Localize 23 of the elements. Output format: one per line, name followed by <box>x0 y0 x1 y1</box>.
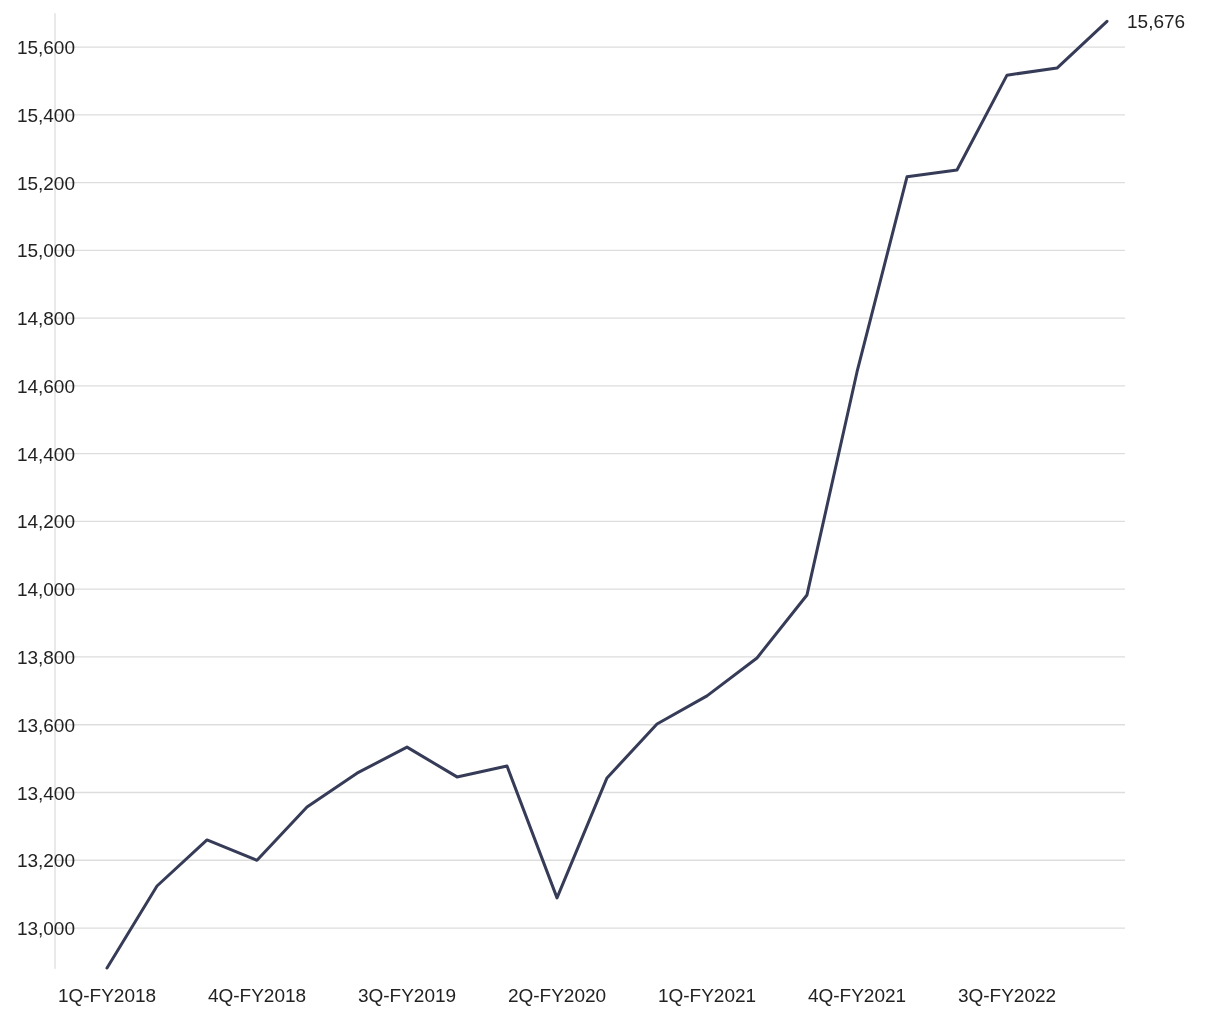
x-tick-label: 3Q-FY2022 <box>957 985 1057 1006</box>
y-tick-label: 14,400 <box>16 443 75 465</box>
y-tick-label: 13,000 <box>16 918 75 940</box>
x-tick-label: 2Q-FY2020 <box>507 985 607 1006</box>
y-tick-label: 14,800 <box>16 308 75 330</box>
y-tick-label: 14,600 <box>16 375 75 397</box>
y-tick-label: 15,600 <box>16 37 75 59</box>
y-tick-label: 13,600 <box>16 714 75 736</box>
y-tick-label: 15,200 <box>16 172 75 194</box>
y-tick-label: 15,000 <box>16 240 75 262</box>
y-tick-label: 14,000 <box>16 579 75 601</box>
x-tick-label: 1Q-FY2021 <box>657 985 757 1006</box>
x-tick-label: 3Q-FY2019 <box>357 985 457 1006</box>
y-tick-label: 14,200 <box>16 511 75 533</box>
x-tick-label: 1Q-FY2018 <box>57 985 157 1006</box>
line-series <box>105 19 1109 970</box>
x-tick-label: 4Q-FY2021 <box>807 985 907 1006</box>
data-label: 15,676 <box>1127 11 1186 33</box>
y-tick-label: 13,800 <box>16 646 75 668</box>
x-tick-label: 4Q-FY2018 <box>207 985 307 1006</box>
y-tick-label: 15,400 <box>16 104 75 126</box>
y-tick-label: 13,200 <box>16 850 75 872</box>
y-tick-label: 13,400 <box>16 782 75 804</box>
